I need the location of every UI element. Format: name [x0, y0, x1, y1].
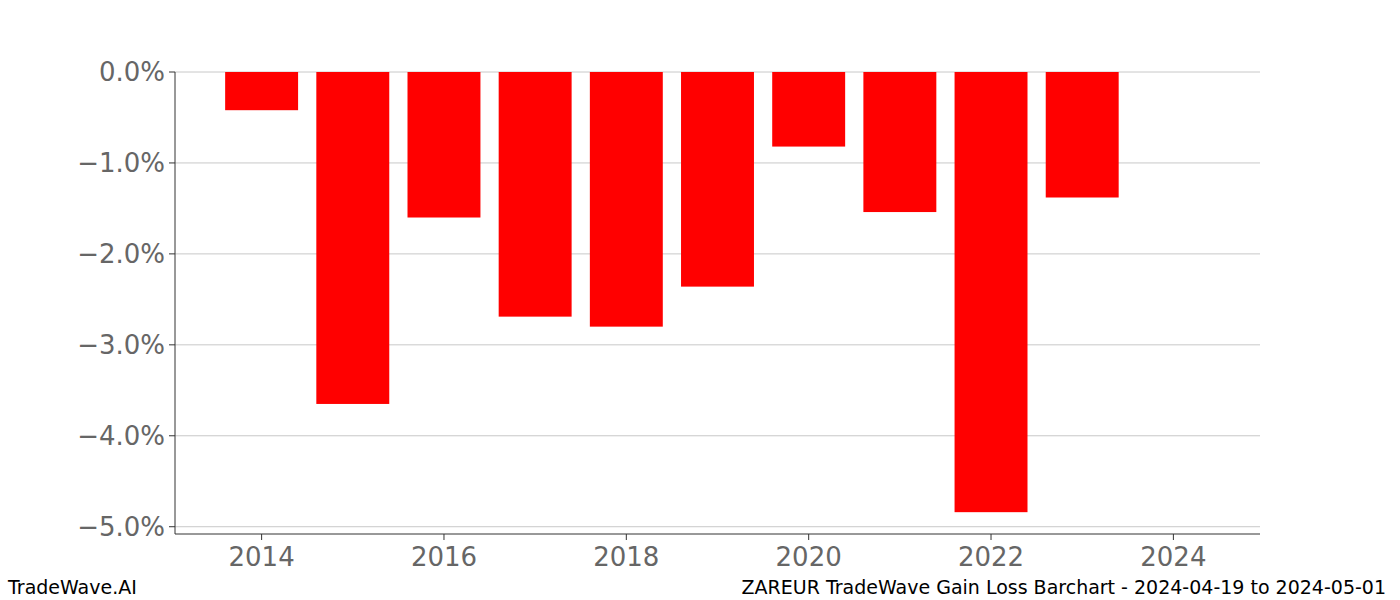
x-tick-label: 2018	[593, 542, 659, 572]
grid-line	[175, 526, 1260, 527]
x-tick	[261, 534, 262, 540]
y-tick-label: −4.0%	[77, 421, 165, 451]
y-tick	[169, 526, 175, 527]
bar	[772, 72, 845, 147]
watermark: TradeWave.AI	[7, 576, 137, 598]
y-axis	[175, 72, 176, 534]
bar	[681, 72, 754, 287]
y-tick-label: −5.0%	[77, 512, 165, 542]
bar	[408, 72, 481, 218]
x-tick-label: 2024	[1140, 542, 1206, 572]
x-tick	[1173, 534, 1174, 540]
y-tick	[169, 435, 175, 436]
x-tick	[991, 534, 992, 540]
x-axis	[175, 534, 1260, 535]
title: ZAREUR TradeWave Gain Loss Barchart - 20…	[742, 576, 1386, 598]
x-tick	[443, 534, 444, 540]
x-tick-label: 2016	[411, 542, 477, 572]
x-tick-label: 2014	[229, 542, 295, 572]
x-tick	[626, 534, 627, 540]
bars	[225, 72, 1119, 512]
bar	[590, 72, 663, 327]
bar	[955, 72, 1028, 512]
x-tick-label: 2022	[958, 542, 1024, 572]
y-tick	[169, 72, 175, 73]
grid-line	[175, 435, 1260, 436]
y-tick-label: −1.0%	[77, 148, 165, 178]
y-tick-label: −3.0%	[77, 330, 165, 360]
x-tick-label: 2020	[776, 542, 842, 572]
bar	[316, 72, 389, 404]
bar	[1046, 72, 1119, 198]
bar	[863, 72, 936, 212]
y-tick	[169, 344, 175, 345]
bar	[225, 72, 298, 110]
bar	[499, 72, 572, 317]
y-tick	[169, 253, 175, 254]
y-tick-label: 0.0%	[99, 57, 165, 87]
x-tick	[808, 534, 809, 540]
y-tick	[169, 162, 175, 163]
y-tick-label: −2.0%	[77, 239, 165, 269]
chart: 0.0% −1.0% −2.0% −3.0% −4.0% −5.0% 2014 2016 201…	[0, 0, 1400, 600]
